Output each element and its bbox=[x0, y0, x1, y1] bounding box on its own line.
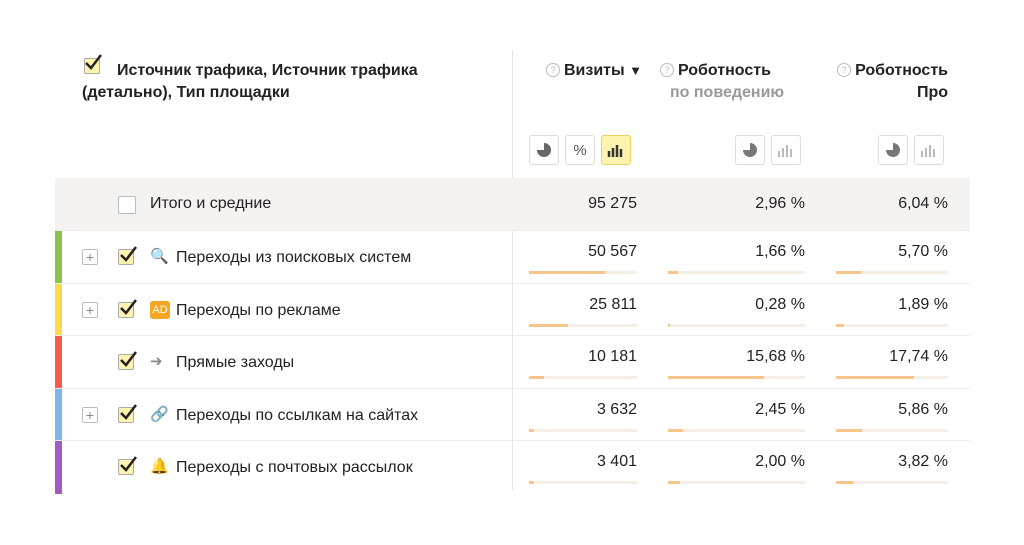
view-buttons bbox=[735, 135, 801, 165]
metric-value: 0,28 % bbox=[755, 295, 805, 313]
row-label: Переходы по рекламе bbox=[176, 301, 341, 319]
bar bbox=[668, 428, 683, 432]
checkbox[interactable] bbox=[118, 456, 137, 475]
bar-track bbox=[668, 481, 805, 484]
bar-track bbox=[836, 428, 948, 432]
source-icon: 🔗 bbox=[150, 405, 169, 423]
bar bbox=[836, 323, 845, 327]
metric-value: 25 811 bbox=[589, 295, 637, 313]
metric-value: 2,00 % bbox=[755, 453, 805, 470]
bar bbox=[836, 481, 853, 484]
bar bbox=[668, 271, 679, 274]
table-row: + AD Переходы по рекламе 25 811 0,28 % 1,89 % bbox=[55, 282, 970, 337]
pie-button[interactable] bbox=[878, 135, 908, 165]
bar bbox=[836, 271, 862, 274]
bar-track bbox=[668, 271, 805, 274]
view-buttons bbox=[878, 135, 944, 165]
expand-button[interactable]: + bbox=[82, 301, 98, 318]
source-icon: ➜ bbox=[150, 353, 163, 370]
metric-value: 5,86 % bbox=[898, 400, 948, 418]
bar-track bbox=[668, 323, 805, 327]
total-value: 6,04 % bbox=[898, 195, 948, 212]
bar bbox=[668, 323, 670, 327]
metric-value: 1,66 % bbox=[755, 243, 805, 260]
metric-value: 50 567 bbox=[588, 243, 637, 260]
bar bbox=[668, 481, 681, 484]
row-label: Прямые заходы bbox=[176, 354, 295, 371]
bar bbox=[836, 428, 862, 432]
bars-button[interactable] bbox=[914, 135, 944, 165]
column-title: Роботность bbox=[678, 62, 771, 79]
column-header[interactable]: ? Визиты ▼ bbox=[530, 60, 642, 82]
column-header[interactable]: ? Роботность Про bbox=[828, 60, 948, 104]
row-label: Переходы по ссылкам на сайтах bbox=[176, 406, 419, 424]
totals-row: Итого и средние bbox=[55, 178, 970, 230]
check-icon bbox=[85, 54, 102, 70]
percent-button[interactable]: % bbox=[565, 135, 595, 165]
metric-value: 1,89 % bbox=[898, 295, 948, 313]
pie-button[interactable] bbox=[735, 135, 765, 165]
metric-value: 3,82 % bbox=[898, 453, 948, 470]
bar bbox=[668, 376, 764, 379]
sort-arrow: ▼ bbox=[629, 63, 642, 78]
dimension-title: Источник трафика, Источник трафика (дета… bbox=[82, 62, 418, 101]
bar-track bbox=[529, 481, 637, 484]
bar-track bbox=[836, 323, 948, 327]
metric-value: 17,74 % bbox=[889, 348, 948, 365]
metric-value: 10 181 bbox=[588, 348, 637, 365]
metric-value: 15,68 % bbox=[746, 348, 805, 365]
bar-track bbox=[529, 323, 637, 327]
table-row: 🔔 Переходы с почтовых рассылок 3 401 2,00 %… bbox=[55, 440, 970, 494]
checkbox[interactable] bbox=[118, 403, 137, 423]
bar bbox=[529, 376, 545, 379]
total-value: 95 275 bbox=[588, 195, 637, 212]
checkbox[interactable] bbox=[118, 351, 137, 370]
column-header[interactable]: ? Роботность по поведению bbox=[660, 60, 810, 104]
metric-value: 3 632 bbox=[596, 400, 637, 418]
source-icon: 🔍 bbox=[150, 248, 169, 265]
bar-track bbox=[668, 428, 805, 432]
column-title: Визиты bbox=[563, 62, 625, 79]
ad-badge: AD bbox=[150, 300, 170, 319]
view-buttons: % bbox=[529, 135, 631, 165]
bars-button[interactable] bbox=[771, 135, 801, 165]
row-color bbox=[55, 336, 62, 389]
column-title: Роботность Про bbox=[855, 62, 948, 101]
row-color bbox=[55, 441, 62, 494]
table-row: + 🔍 Переходы из поисковых систем 50 567 1,66… bbox=[55, 230, 970, 284]
bar-track bbox=[529, 376, 637, 379]
metric-value: 3 401 bbox=[596, 453, 637, 470]
totals-label: Итого и средние bbox=[150, 195, 272, 212]
bar bbox=[529, 428, 535, 432]
checkbox[interactable] bbox=[118, 246, 137, 265]
row-color bbox=[55, 283, 62, 337]
bar bbox=[529, 323, 568, 327]
bars-button[interactable] bbox=[601, 135, 631, 165]
bar bbox=[836, 376, 915, 379]
total-value: 2,96 % bbox=[755, 195, 805, 212]
table-row: + 🔗 Переходы по ссылкам на сайтах 3 632 2,45… bbox=[55, 387, 970, 442]
bar bbox=[529, 271, 605, 274]
bar-track bbox=[836, 481, 948, 484]
table-row: ➜ Прямые заходы 10 181 15,68 % 17,74 % bbox=[55, 335, 970, 389]
bar bbox=[529, 481, 535, 484]
bar-track bbox=[836, 271, 948, 274]
source-icon: 🔔 bbox=[150, 458, 169, 475]
row-color bbox=[55, 231, 62, 284]
row-label: Переходы из поисковых систем bbox=[176, 249, 412, 266]
checkbox[interactable] bbox=[118, 298, 137, 318]
divider bbox=[512, 50, 513, 490]
metric-value: 5,70 % bbox=[898, 243, 948, 260]
pie-button[interactable] bbox=[529, 135, 559, 165]
column-subtitle: по поведению bbox=[670, 84, 785, 101]
checkbox[interactable] bbox=[118, 196, 136, 214]
row-color bbox=[55, 388, 62, 442]
metric-value: 2,45 % bbox=[755, 400, 805, 418]
row-label: Переходы с почтовых рассылок bbox=[176, 459, 413, 476]
expand-button[interactable]: + bbox=[82, 406, 98, 423]
expand-button[interactable]: + bbox=[82, 249, 98, 265]
bar-track bbox=[529, 428, 637, 432]
